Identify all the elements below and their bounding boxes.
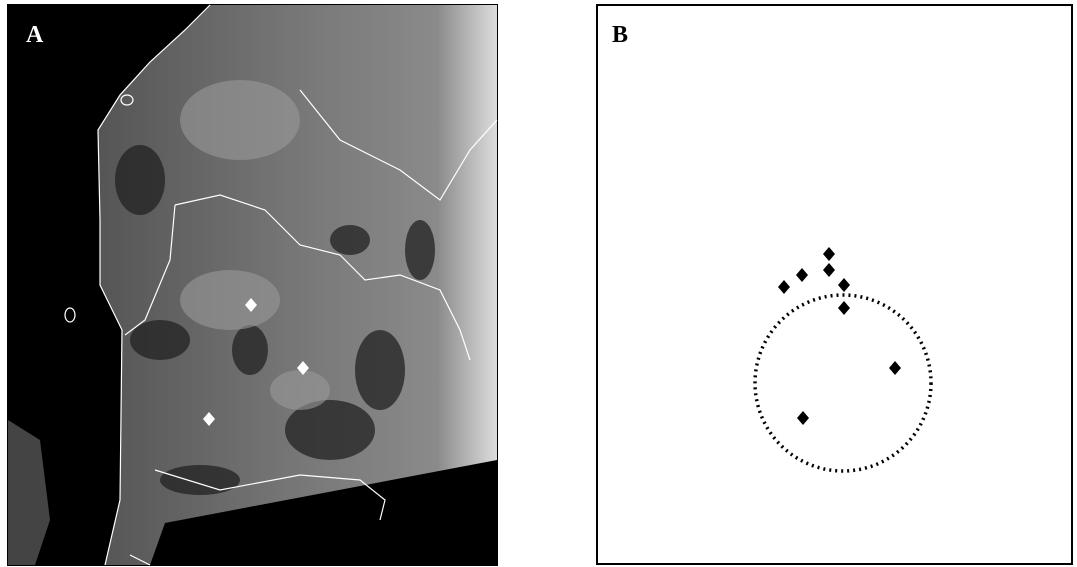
panel-label: B xyxy=(612,22,628,48)
page: {"panels": [{"label": "A"}, {"label": "B… xyxy=(0,0,1077,567)
panel-a: A xyxy=(8,5,497,565)
panel-label: A xyxy=(26,22,44,48)
panel-b: B xyxy=(597,5,1072,564)
plot-frame xyxy=(597,5,1072,564)
figure: A B xyxy=(0,0,1077,567)
